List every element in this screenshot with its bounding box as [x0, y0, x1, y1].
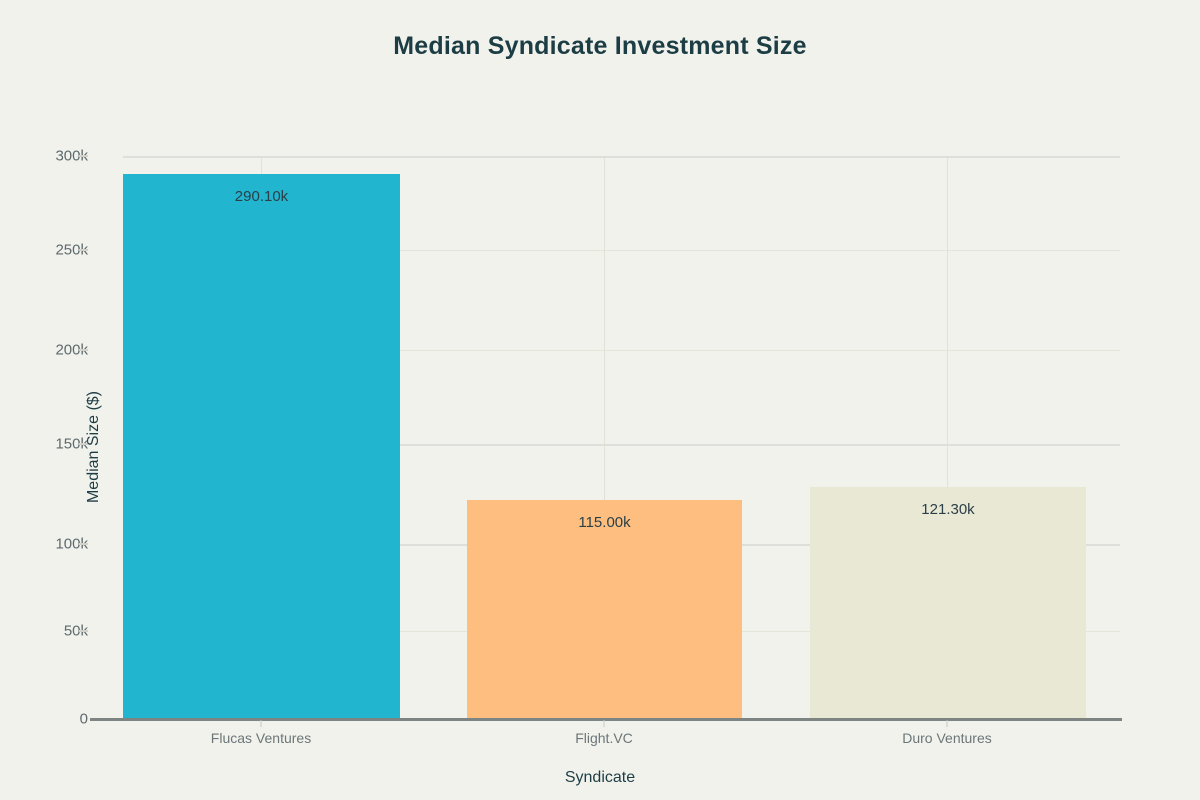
y-tick-mark-150k: [79, 443, 88, 445]
x-tick-mark-duro-ventures: [946, 720, 948, 727]
bar-duro-ventures[interactable]: 121.30k: [810, 487, 1086, 719]
bar-flight-vc[interactable]: 115.00k: [467, 500, 742, 719]
y-tick-mark-200k: [79, 349, 88, 351]
y-tick-label-250k: 250k: [55, 241, 88, 259]
y-tick-label-150k: 150k: [55, 435, 88, 453]
y-tick-label-100k: 100k: [55, 535, 88, 553]
x-axis-line: [90, 718, 1122, 721]
x-tick-label-duro-ventures: Duro Ventures: [902, 730, 992, 746]
x-axis-title: Syndicate: [564, 769, 636, 786]
bar-value-label-flucas-ventures: 290.10k: [234, 188, 289, 205]
gridline-250k: [123, 250, 1120, 251]
y-tick-mark-250k: [79, 249, 88, 251]
gridline-200k: [123, 350, 1120, 351]
x-tick-label-flight-vc: Flight.VC: [575, 730, 633, 746]
x-tick-mark-flight-vc: [603, 720, 605, 727]
x-tick-mark-flucas-ventures: [260, 720, 262, 727]
y-tick-mark-50k: [79, 630, 88, 632]
vertical-gridline-duro-ventures: [947, 156, 948, 719]
y-tick-mark-300k: [79, 155, 88, 157]
y-axis-title: Median Size ($): [85, 390, 102, 504]
gridline-300k: [123, 156, 1120, 158]
y-tick-label-300k: 300k: [55, 147, 88, 165]
chart-title: Median Syndicate Investment Size: [393, 32, 807, 60]
bar-value-label-flight-vc: 115.00k: [578, 514, 631, 531]
y-axis-tick-labels: 300k 250k 200k 150k 100k 50k 0: [0, 0, 88, 800]
bar-flucas-ventures[interactable]: 290.10k: [123, 174, 400, 719]
y-tick-label-50k: 50k: [63, 622, 88, 640]
vertical-gridline-flight-vc: [604, 156, 605, 719]
plot-area: 290.10k 115.00k 121.30k: [123, 156, 1120, 719]
bar-value-label-duro-ventures: 121.30k: [921, 501, 975, 518]
x-tick-label-flucas-ventures: Flucas Ventures: [210, 730, 312, 746]
gridline-150k: [123, 444, 1120, 446]
y-tick-label-0: 0: [79, 710, 88, 728]
y-tick-label-200k: 200k: [55, 341, 88, 359]
y-tick-mark-100k: [79, 543, 88, 545]
